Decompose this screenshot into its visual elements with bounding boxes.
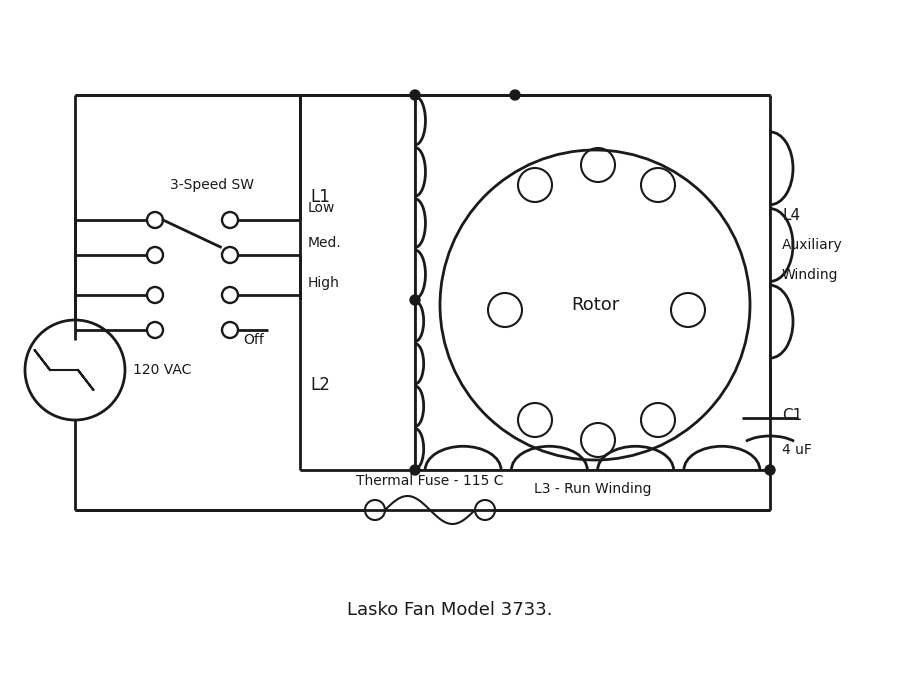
Text: 120 VAC: 120 VAC	[133, 363, 192, 377]
Text: Lasko Fan Model 3733.: Lasko Fan Model 3733.	[347, 601, 553, 619]
Text: Auxiliary: Auxiliary	[782, 238, 842, 252]
Circle shape	[410, 90, 420, 100]
Circle shape	[765, 465, 775, 475]
Text: High: High	[308, 276, 340, 290]
Text: Med.: Med.	[308, 236, 342, 250]
Text: Rotor: Rotor	[571, 296, 619, 314]
Text: Thermal Fuse - 115 C: Thermal Fuse - 115 C	[356, 474, 504, 488]
Text: L2: L2	[310, 376, 330, 394]
Text: Off: Off	[243, 333, 264, 347]
Circle shape	[510, 90, 520, 100]
Text: L1: L1	[310, 188, 330, 207]
Circle shape	[410, 465, 420, 475]
Text: L4: L4	[782, 207, 800, 223]
Text: 4 uF: 4 uF	[782, 443, 812, 457]
Circle shape	[410, 295, 420, 305]
Text: L3 - Run Winding: L3 - Run Winding	[534, 482, 652, 496]
Text: Low: Low	[308, 201, 336, 215]
Text: Winding: Winding	[782, 268, 839, 282]
Text: C1: C1	[782, 408, 802, 423]
Text: 3-Speed SW: 3-Speed SW	[170, 178, 254, 192]
